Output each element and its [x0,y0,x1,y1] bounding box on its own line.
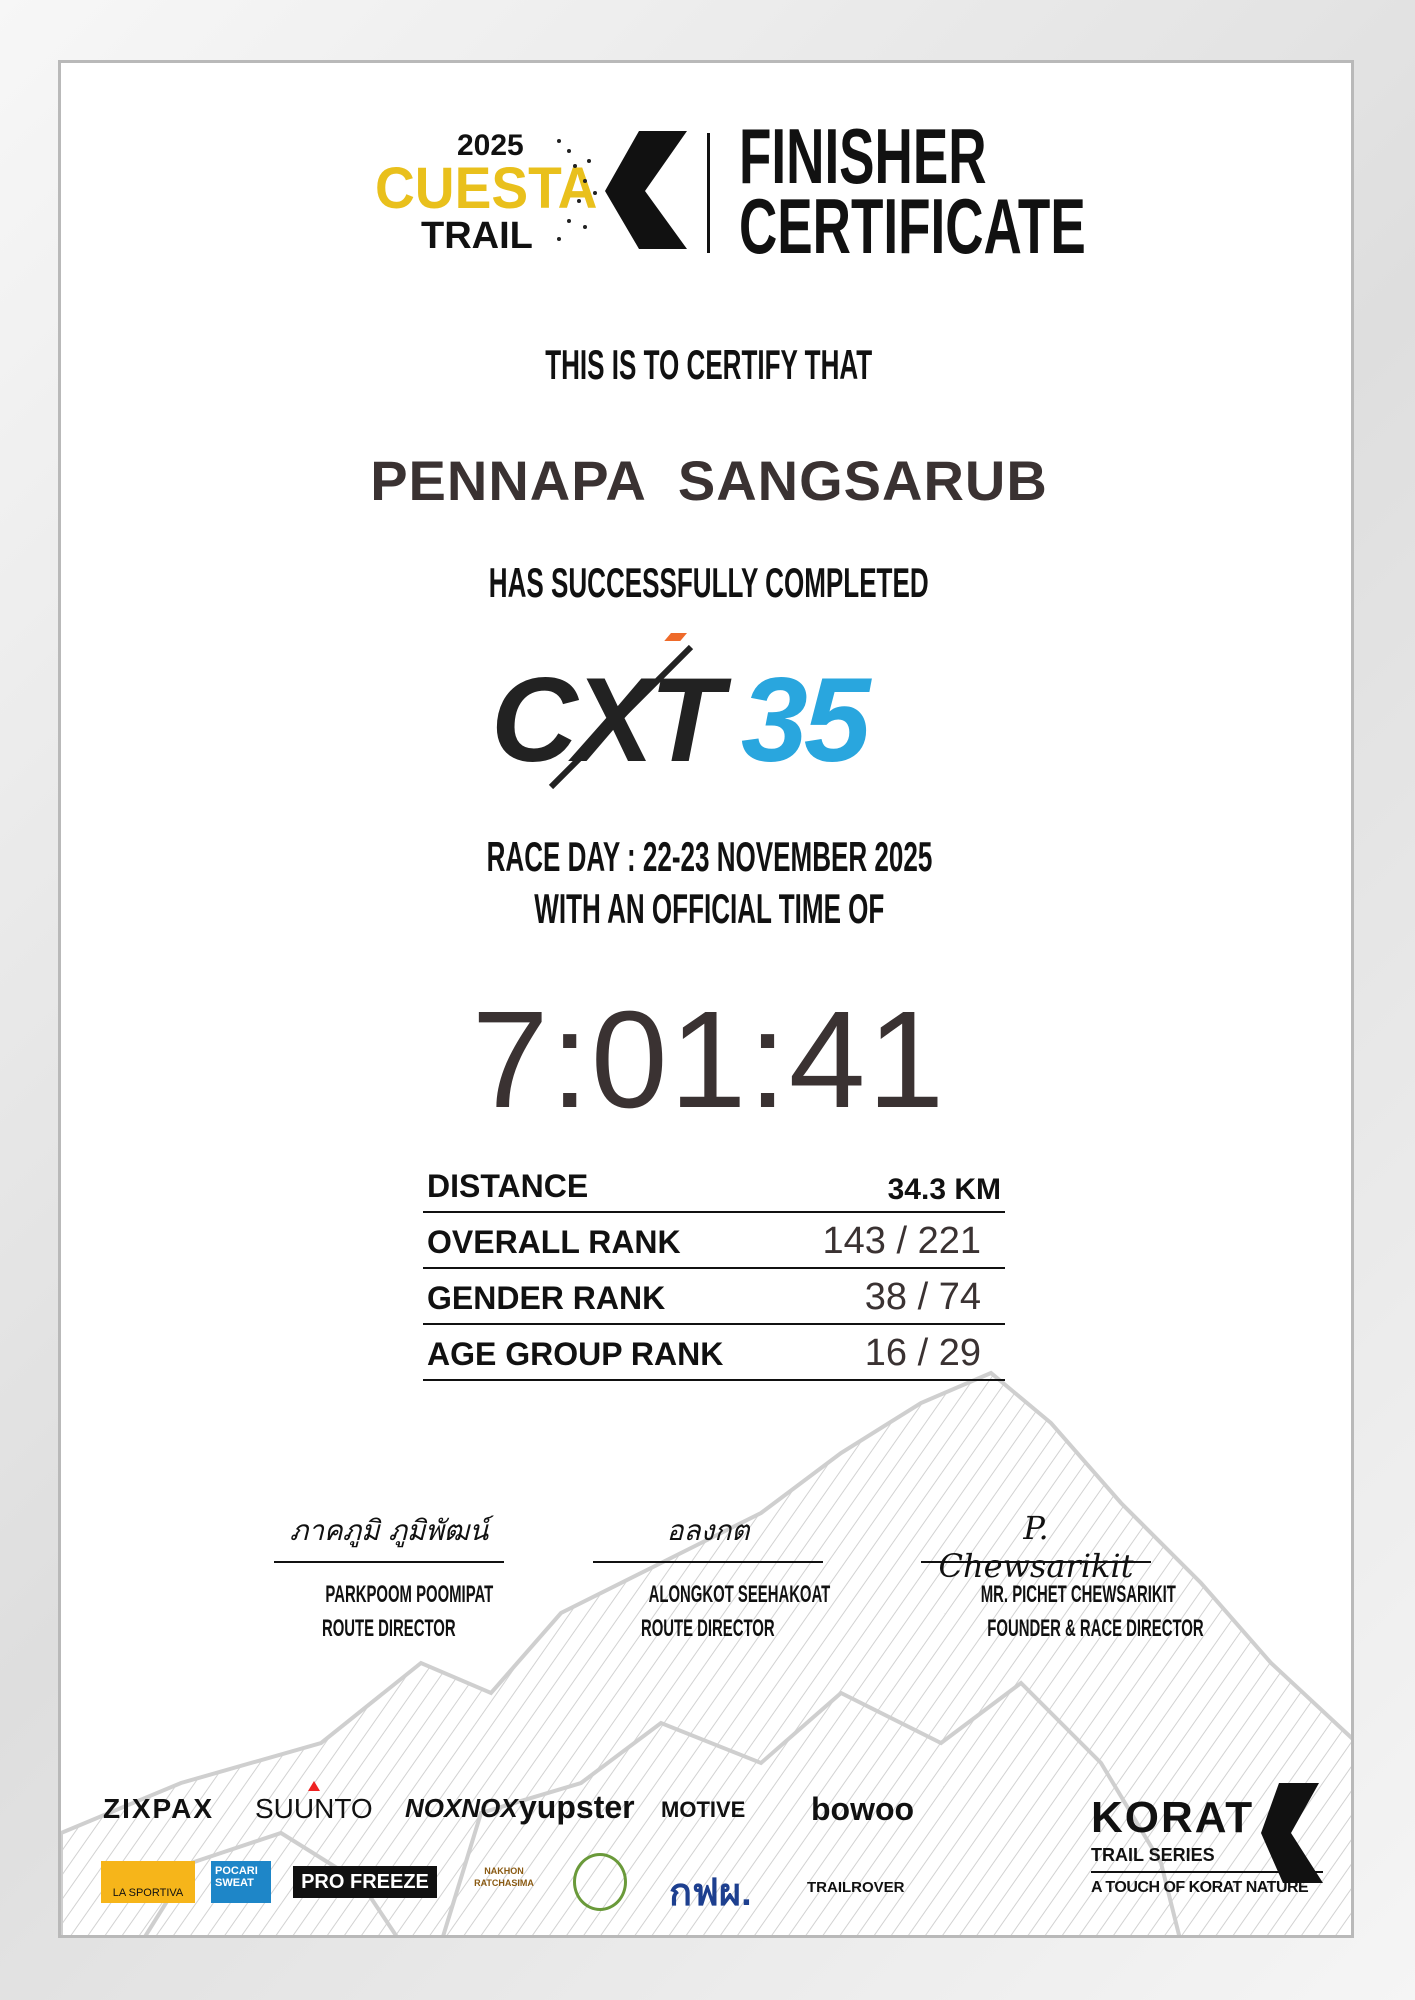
korat-tagline: A TOUCH OF KORAT NATURE [1091,1879,1309,1896]
signatory-name: PARKPOOM POOMIPAT [325,1581,494,1608]
signature-image: P. Chewsarikit [938,1509,1134,1585]
result-label: OVERALL RANK [427,1224,681,1260]
sponsor-nakhon-logo: NAKHON RATCHASIMA [474,1866,534,1888]
sponsor-suunto-logo: SUUNTO [255,1793,373,1824]
official-time: 7:01:41 [471,983,947,1137]
sponsor-noxnox-logo: NOXNOX [405,1793,518,1823]
cxt35-race-logo: CXT 35 [491,633,951,793]
signature-line [593,1561,823,1563]
signatory-title: ROUTE DIRECTOR [322,1615,456,1642]
official-time-label: WITH AN OFFICIAL TIME OF [533,885,885,932]
signatory-name: MR. PICHET CHEWSARIKIT [980,1581,1176,1608]
korat-x-icon [1261,1783,1323,1883]
sponsor-lasportiva-logo: LA SPORTIVA [101,1861,195,1903]
signatory-title: FOUNDER & RACE DIRECTOR [987,1615,1204,1642]
title-line1: FINISHER [739,112,987,200]
result-label: GENDER RANK [427,1280,666,1316]
korat-name: KORAT [1091,1793,1255,1842]
x-mark-icon [557,131,687,249]
signatory-name: ALONGKOT SEEHAKOAT [648,1581,831,1608]
result-value: 143 / 221 [822,1220,981,1262]
result-value: 16 / 29 [864,1332,981,1374]
certify-text: THIS IS TO CERTIFY THAT [545,341,873,388]
completed-text: HAS SUCCESSFULLY COMPLETED [489,559,929,606]
cxt-distance: 35 [741,653,870,787]
sponsor-pocari-logo: POCARI SWEAT [211,1861,271,1903]
signatory-3: P. Chewsarikit MR. PICHET CHEWSARIKIT FO… [921,1509,1204,1643]
header-divider [707,133,710,253]
logo-year: 2025 [457,129,524,162]
result-row-distance: DISTANCE 34.3 KM [423,1157,1005,1213]
result-value: 34.3 KM [887,1173,1001,1206]
sponsor-profreeze-logo: PRO FREEZE [293,1866,437,1898]
signature-line [921,1561,1151,1563]
certificate-title: FINISHER CERTIFICATE [739,112,1086,270]
logo-word-cuesta: CUESTA [375,156,598,221]
suunto-triangle-icon [308,1781,320,1791]
result-row-gender: GENDER RANK 38 / 74 [423,1269,1005,1325]
signatory-title: ROUTE DIRECTOR [641,1615,775,1642]
race-day: RACE DAY : 22-23 NOVEMBER 2025 [486,833,932,880]
finisher-name: PENNAPA SANGSARUB [370,449,1048,512]
sponsor-bowoo-logo: bowoo [811,1791,915,1827]
signatory-1: ภาคภูมิ ภูมิพัฒน์ PARKPOOM POOMIPAT ROUT… [274,1509,504,1643]
sponsor-trailrover-logo: TRAILROVER [807,1879,905,1896]
result-row-overall: OVERALL RANK 143 / 221 [423,1213,1005,1269]
mountain-illustration [61,1370,1351,1935]
korat-divider [1091,1871,1323,1873]
result-label: DISTANCE [427,1168,589,1204]
sponsor-yupster-logo: yupster [519,1789,635,1825]
sponsor-motive-logo: MOTIVE [661,1797,746,1822]
result-row-age-group: AGE GROUP RANK 16 / 29 [423,1325,1005,1381]
signature-image: ภาคภูมิ ภูมิพัฒน์ [289,1514,489,1547]
cuesta-trail-logo: 2025 CUESTA TRAIL [375,129,687,257]
cxt-letters: CXT [491,653,723,787]
cxt-slash-icon [548,633,694,790]
result-value: 38 / 74 [864,1276,981,1318]
logo-word-trail: TRAIL [421,215,533,257]
korat-trail-series-logo: KORAT TRAIL SERIES A TOUCH OF KORAT NATU… [1091,1783,1331,1903]
signature-image: อลงกต [666,1514,750,1547]
result-label: AGE GROUP RANK [427,1336,724,1372]
certificate-paper: 2025 CUESTA TRAIL FINISHER CERTIFICATE T… [58,60,1354,1938]
sponsor-zixpax-logo: ZIXPAX [103,1793,215,1824]
korat-sub: TRAIL SERIES [1091,1845,1215,1865]
signature-line [274,1561,504,1563]
title-line2: CERTIFICATE [739,182,1086,270]
signatory-2: อลงกต ALONGKOT SEEHAKOAT ROUTE DIRECTOR [593,1509,830,1643]
sponsor-seal-logo [573,1853,627,1911]
sponsor-egat-logo: กฟผ. [669,1872,752,1914]
